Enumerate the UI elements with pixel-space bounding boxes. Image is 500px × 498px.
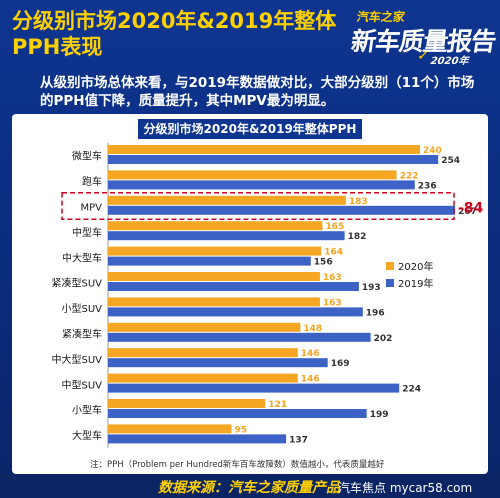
data-label-2019: 137 bbox=[289, 435, 308, 445]
category-label: 紧凑型SUV bbox=[51, 277, 102, 290]
bar-2019 bbox=[108, 231, 345, 241]
bar-2020 bbox=[108, 246, 322, 256]
bar-2020 bbox=[108, 195, 346, 205]
category-label: 小型车 bbox=[72, 404, 102, 417]
chart-note: 注：PPH（Problem per Hundred新车百车故障数）数值越小，代表… bbox=[90, 459, 385, 470]
data-label-2019: 193 bbox=[362, 283, 381, 293]
bar-2020 bbox=[108, 170, 397, 180]
category-label: 紧凑型车 bbox=[62, 328, 102, 341]
watermark: 汽车焦点 mycar58.com bbox=[338, 481, 473, 495]
category-label: 微型车 bbox=[72, 150, 102, 163]
category-label: 中大型车 bbox=[62, 251, 102, 264]
data-label-2020: 163 bbox=[323, 298, 342, 308]
data-label-2019: 267 bbox=[458, 207, 477, 217]
data-label-2019: 199 bbox=[370, 410, 389, 420]
bar-2019 bbox=[108, 409, 367, 418]
data-label-2019: 224 bbox=[402, 385, 421, 395]
bar-2019 bbox=[108, 205, 456, 215]
category-label: 跑车 bbox=[82, 175, 102, 188]
bar-2020 bbox=[108, 399, 266, 408]
legend-swatch bbox=[386, 262, 394, 270]
bar-2019 bbox=[108, 180, 415, 190]
data-label-2019: 202 bbox=[374, 334, 393, 344]
data-label-2019: 156 bbox=[314, 258, 333, 268]
footer-bar bbox=[0, 474, 500, 498]
data-label-2019: 236 bbox=[418, 181, 437, 191]
bar-2020 bbox=[108, 348, 298, 358]
bar-2019 bbox=[108, 155, 439, 164]
data-label-2019: 169 bbox=[331, 359, 350, 369]
data-label-2019: 182 bbox=[348, 232, 367, 242]
data-label-2020: 240 bbox=[423, 146, 442, 156]
category-label: 中大型SUV bbox=[51, 353, 102, 366]
page-title: 分级别市场2020年&2019年整体PPH表现 bbox=[12, 9, 337, 59]
bar-2020 bbox=[108, 297, 320, 307]
bar-2019 bbox=[108, 434, 287, 444]
bar-2019 bbox=[108, 256, 311, 266]
highlight-delta: -84 bbox=[458, 201, 484, 217]
bar-2020 bbox=[108, 424, 232, 434]
bar-2020 bbox=[108, 373, 298, 383]
category-label: 小型SUV bbox=[61, 302, 102, 315]
legend-label: 2019年 bbox=[398, 277, 433, 290]
highlight-box bbox=[61, 192, 455, 220]
bar-2019 bbox=[108, 383, 400, 393]
bar-2020 bbox=[108, 221, 323, 231]
data-label-2020: 164 bbox=[324, 248, 343, 258]
data-label-2020: 146 bbox=[301, 349, 320, 359]
data-label-2020: 222 bbox=[400, 171, 419, 181]
data-label-2020: 163 bbox=[323, 273, 342, 283]
bar-2019 bbox=[108, 358, 328, 368]
summary-text: 从级别市场总体来看，与2019年数据做对比，大部分级别（11个）市场的PPH值下… bbox=[40, 75, 475, 109]
bar-2020 bbox=[108, 145, 420, 154]
data-label-2020: 148 bbox=[303, 324, 322, 334]
data-label-2020: 183 bbox=[349, 197, 368, 207]
category-label: 中型车 bbox=[72, 226, 102, 239]
data-label-2020: 95 bbox=[235, 425, 248, 435]
bar-2020 bbox=[108, 322, 301, 332]
category-label: 中型SUV bbox=[61, 378, 102, 391]
data-source: 数据来源：汽车之家质量产品 bbox=[158, 480, 340, 496]
data-label-2020: 121 bbox=[268, 400, 287, 410]
bar-2019 bbox=[108, 332, 371, 342]
bar-2020 bbox=[108, 272, 320, 281]
category-label: 大型车 bbox=[72, 429, 102, 442]
data-label-2019: 196 bbox=[366, 308, 385, 318]
data-label-2020: 165 bbox=[326, 222, 345, 232]
bar-2019 bbox=[108, 282, 359, 291]
legend-label: 2020年 bbox=[398, 260, 433, 273]
bar-2019 bbox=[108, 307, 363, 317]
data-label-2019: 254 bbox=[441, 156, 460, 166]
legend-swatch bbox=[386, 279, 394, 287]
data-label-2020: 146 bbox=[301, 375, 320, 385]
category-label: MPV bbox=[81, 203, 103, 214]
